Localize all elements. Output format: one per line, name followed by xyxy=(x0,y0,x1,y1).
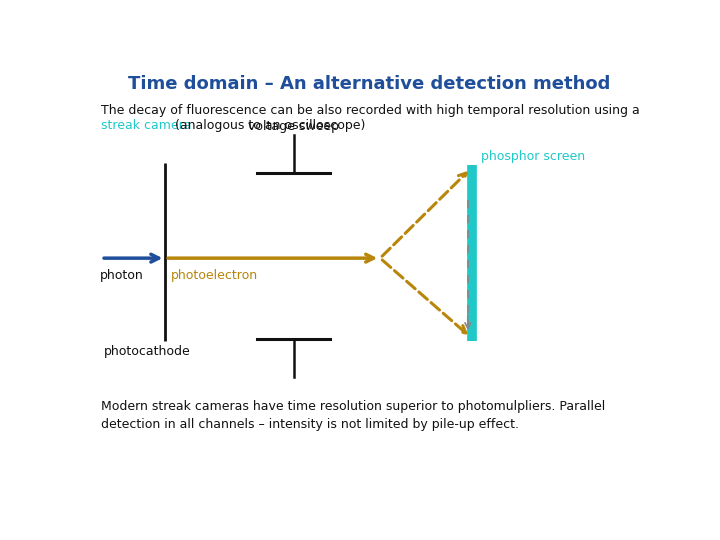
Text: voltage sweep: voltage sweep xyxy=(248,120,339,133)
Text: (analogous to an oscilloscope): (analogous to an oscilloscope) xyxy=(171,119,365,132)
Text: photocathode: photocathode xyxy=(104,346,191,359)
Text: Modern streak cameras have time resolution superior to photomulpliers. Parallel
: Modern streak cameras have time resoluti… xyxy=(101,400,606,431)
Text: streak camera: streak camera xyxy=(101,119,192,132)
Text: The decay of fluorescence can be also recorded with high temporal resolution usi: The decay of fluorescence can be also re… xyxy=(101,104,640,117)
Text: Time domain – An alternative detection method: Time domain – An alternative detection m… xyxy=(128,75,610,93)
Text: photon: photon xyxy=(100,268,144,281)
Text: photoelectron: photoelectron xyxy=(171,268,258,281)
Text: phosphor screen: phosphor screen xyxy=(481,150,585,163)
